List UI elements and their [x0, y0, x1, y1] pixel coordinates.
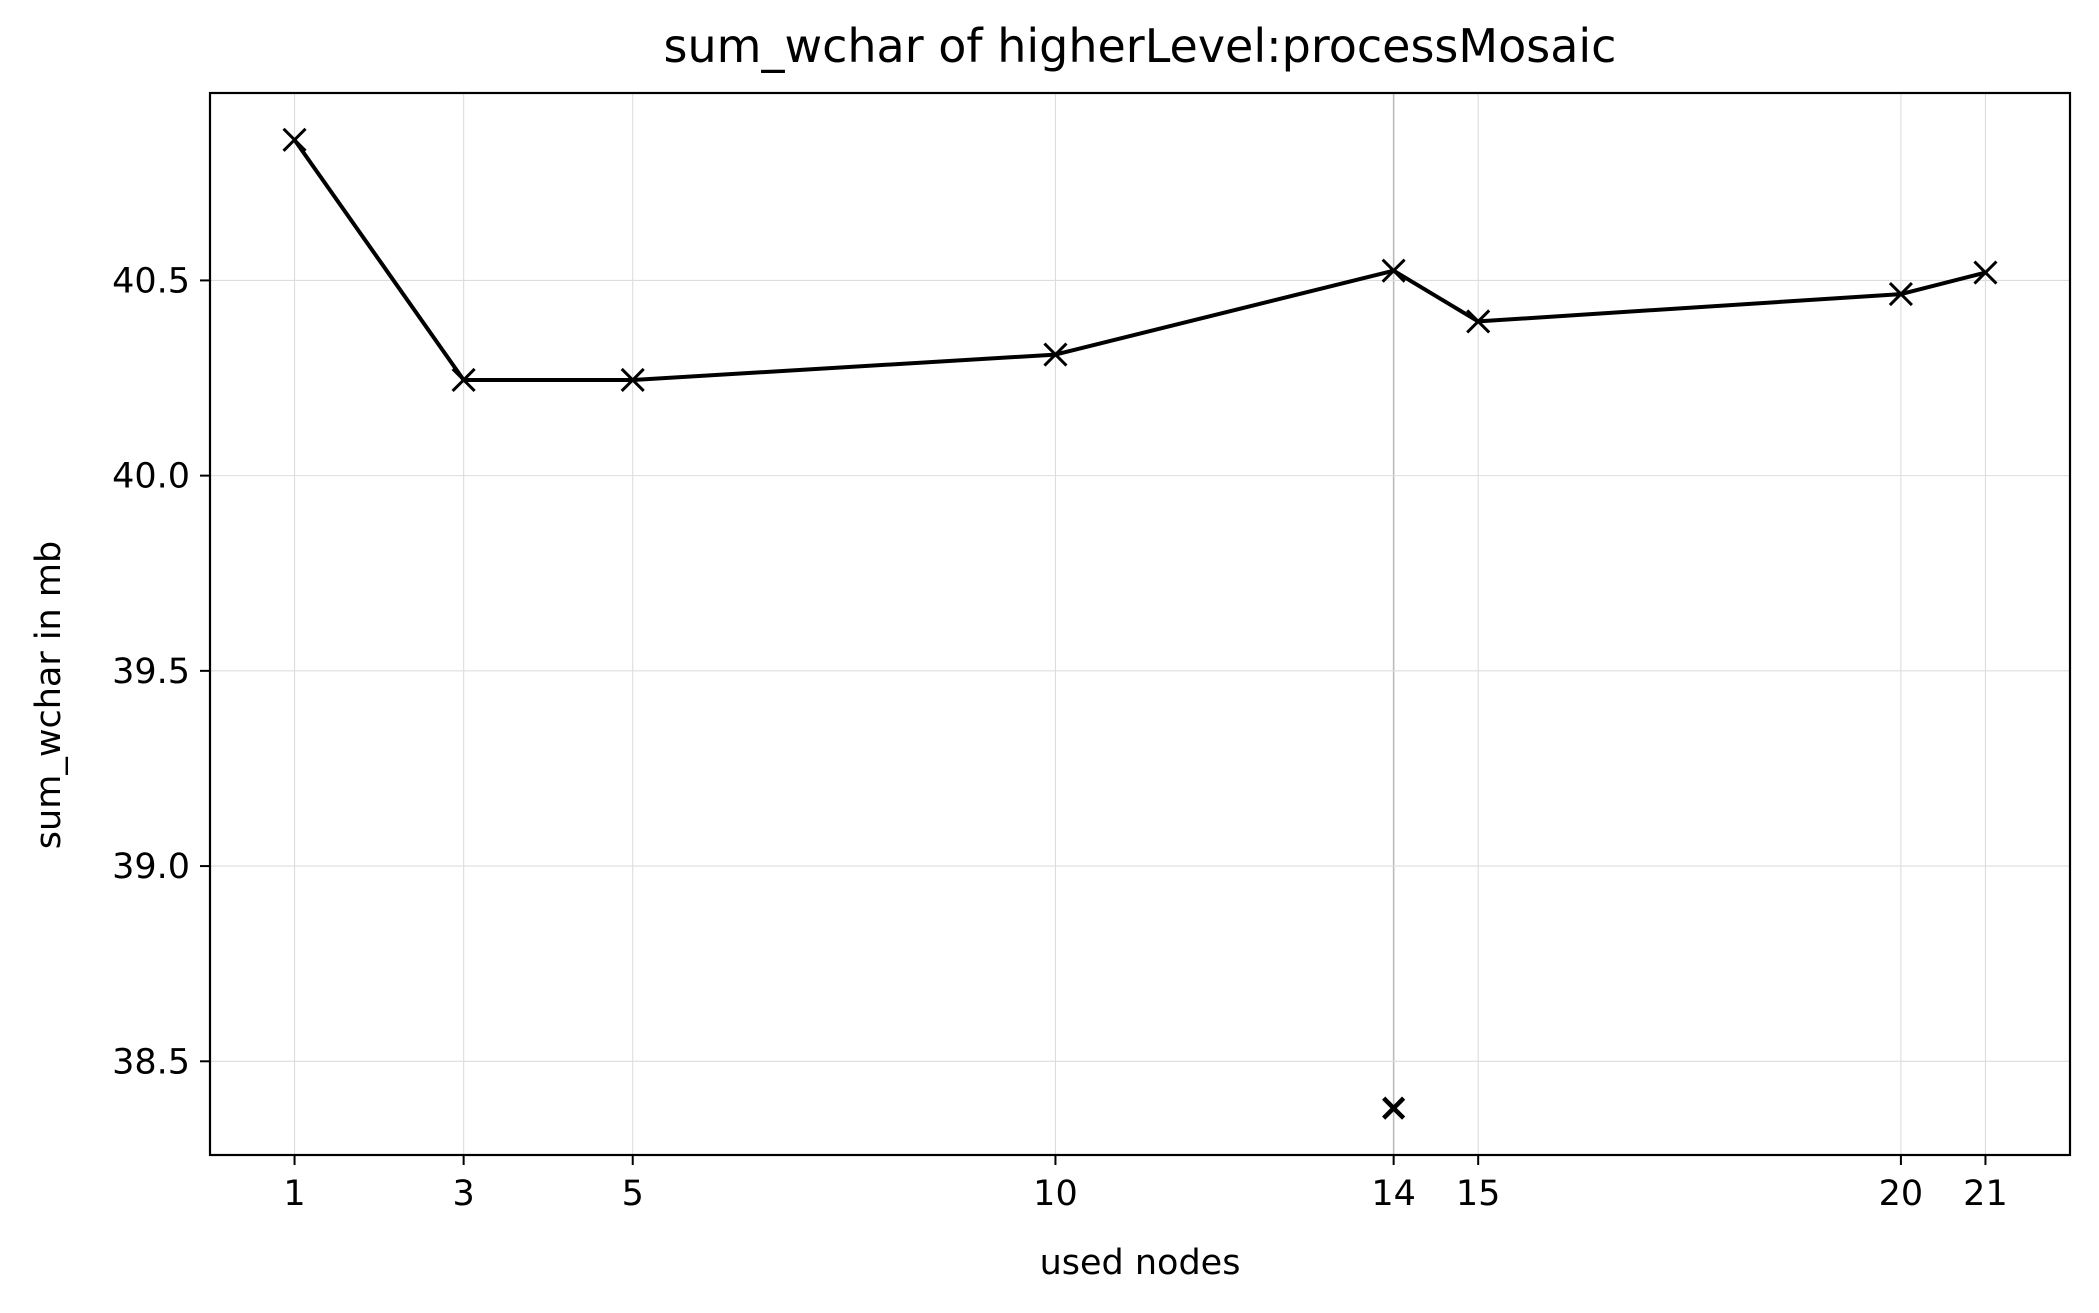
x-axis-label: used nodes: [1040, 1243, 1241, 1283]
data-point-marker: [282, 127, 307, 152]
data-series: [282, 127, 1998, 393]
marker-stroke: [1043, 342, 1068, 367]
data-series: [1382, 1096, 1406, 1120]
data-point-marker: [1888, 282, 1913, 307]
marker-stroke: [1888, 282, 1913, 307]
data-point-marker: [1973, 260, 1998, 285]
y-tick-label: 39.0: [112, 847, 190, 887]
tick-layer: 1 3 5 10 14 15 20 21 38.5 39.0 39.5 40.0 40.5: [112, 261, 2008, 1214]
y-tick-label: 40.5: [112, 261, 190, 301]
y-axis-label: sum_wchar in mb: [29, 541, 69, 849]
x-tick-label: 14: [1371, 1174, 1416, 1214]
x-tick-label: 3: [452, 1174, 474, 1214]
data-point-marker: [1043, 342, 1068, 367]
x-tick-label: 15: [1456, 1174, 1501, 1214]
data-point-marker: [1381, 258, 1406, 283]
x-tick-label: 21: [1963, 1174, 2008, 1214]
marker-stroke: [620, 367, 645, 393]
data-point-marker: [1382, 1096, 1406, 1120]
x-tick-label: 1: [283, 1174, 305, 1214]
x-tick-label: 10: [1033, 1174, 1078, 1214]
grid-layer: [210, 93, 2070, 1155]
marker-stroke: [1466, 309, 1491, 334]
x-tick-label: 20: [1879, 1174, 1924, 1214]
plot-frame-rect: [208, 91, 2072, 1157]
marker-stroke: [451, 367, 476, 393]
series-line: [292, 138, 1986, 382]
plot-frame: [208, 91, 2072, 1157]
marker-stroke: [282, 127, 307, 152]
y-tick-label: 39.5: [112, 652, 190, 692]
series-layer: [282, 127, 1998, 1120]
marker-stroke: [1381, 258, 1406, 283]
y-tick-label: 38.5: [112, 1042, 190, 1082]
data-point-marker: [1466, 309, 1491, 334]
marker-stroke: [1382, 1096, 1406, 1120]
x-tick-label: 5: [622, 1174, 644, 1214]
marker-stroke: [1973, 260, 1998, 285]
y-tick-label: 40.0: [112, 457, 190, 497]
data-point-marker: [620, 367, 645, 393]
data-point-marker: [451, 367, 476, 393]
chart-title: sum_wchar of higherLevel:processMosaic: [664, 19, 1617, 73]
